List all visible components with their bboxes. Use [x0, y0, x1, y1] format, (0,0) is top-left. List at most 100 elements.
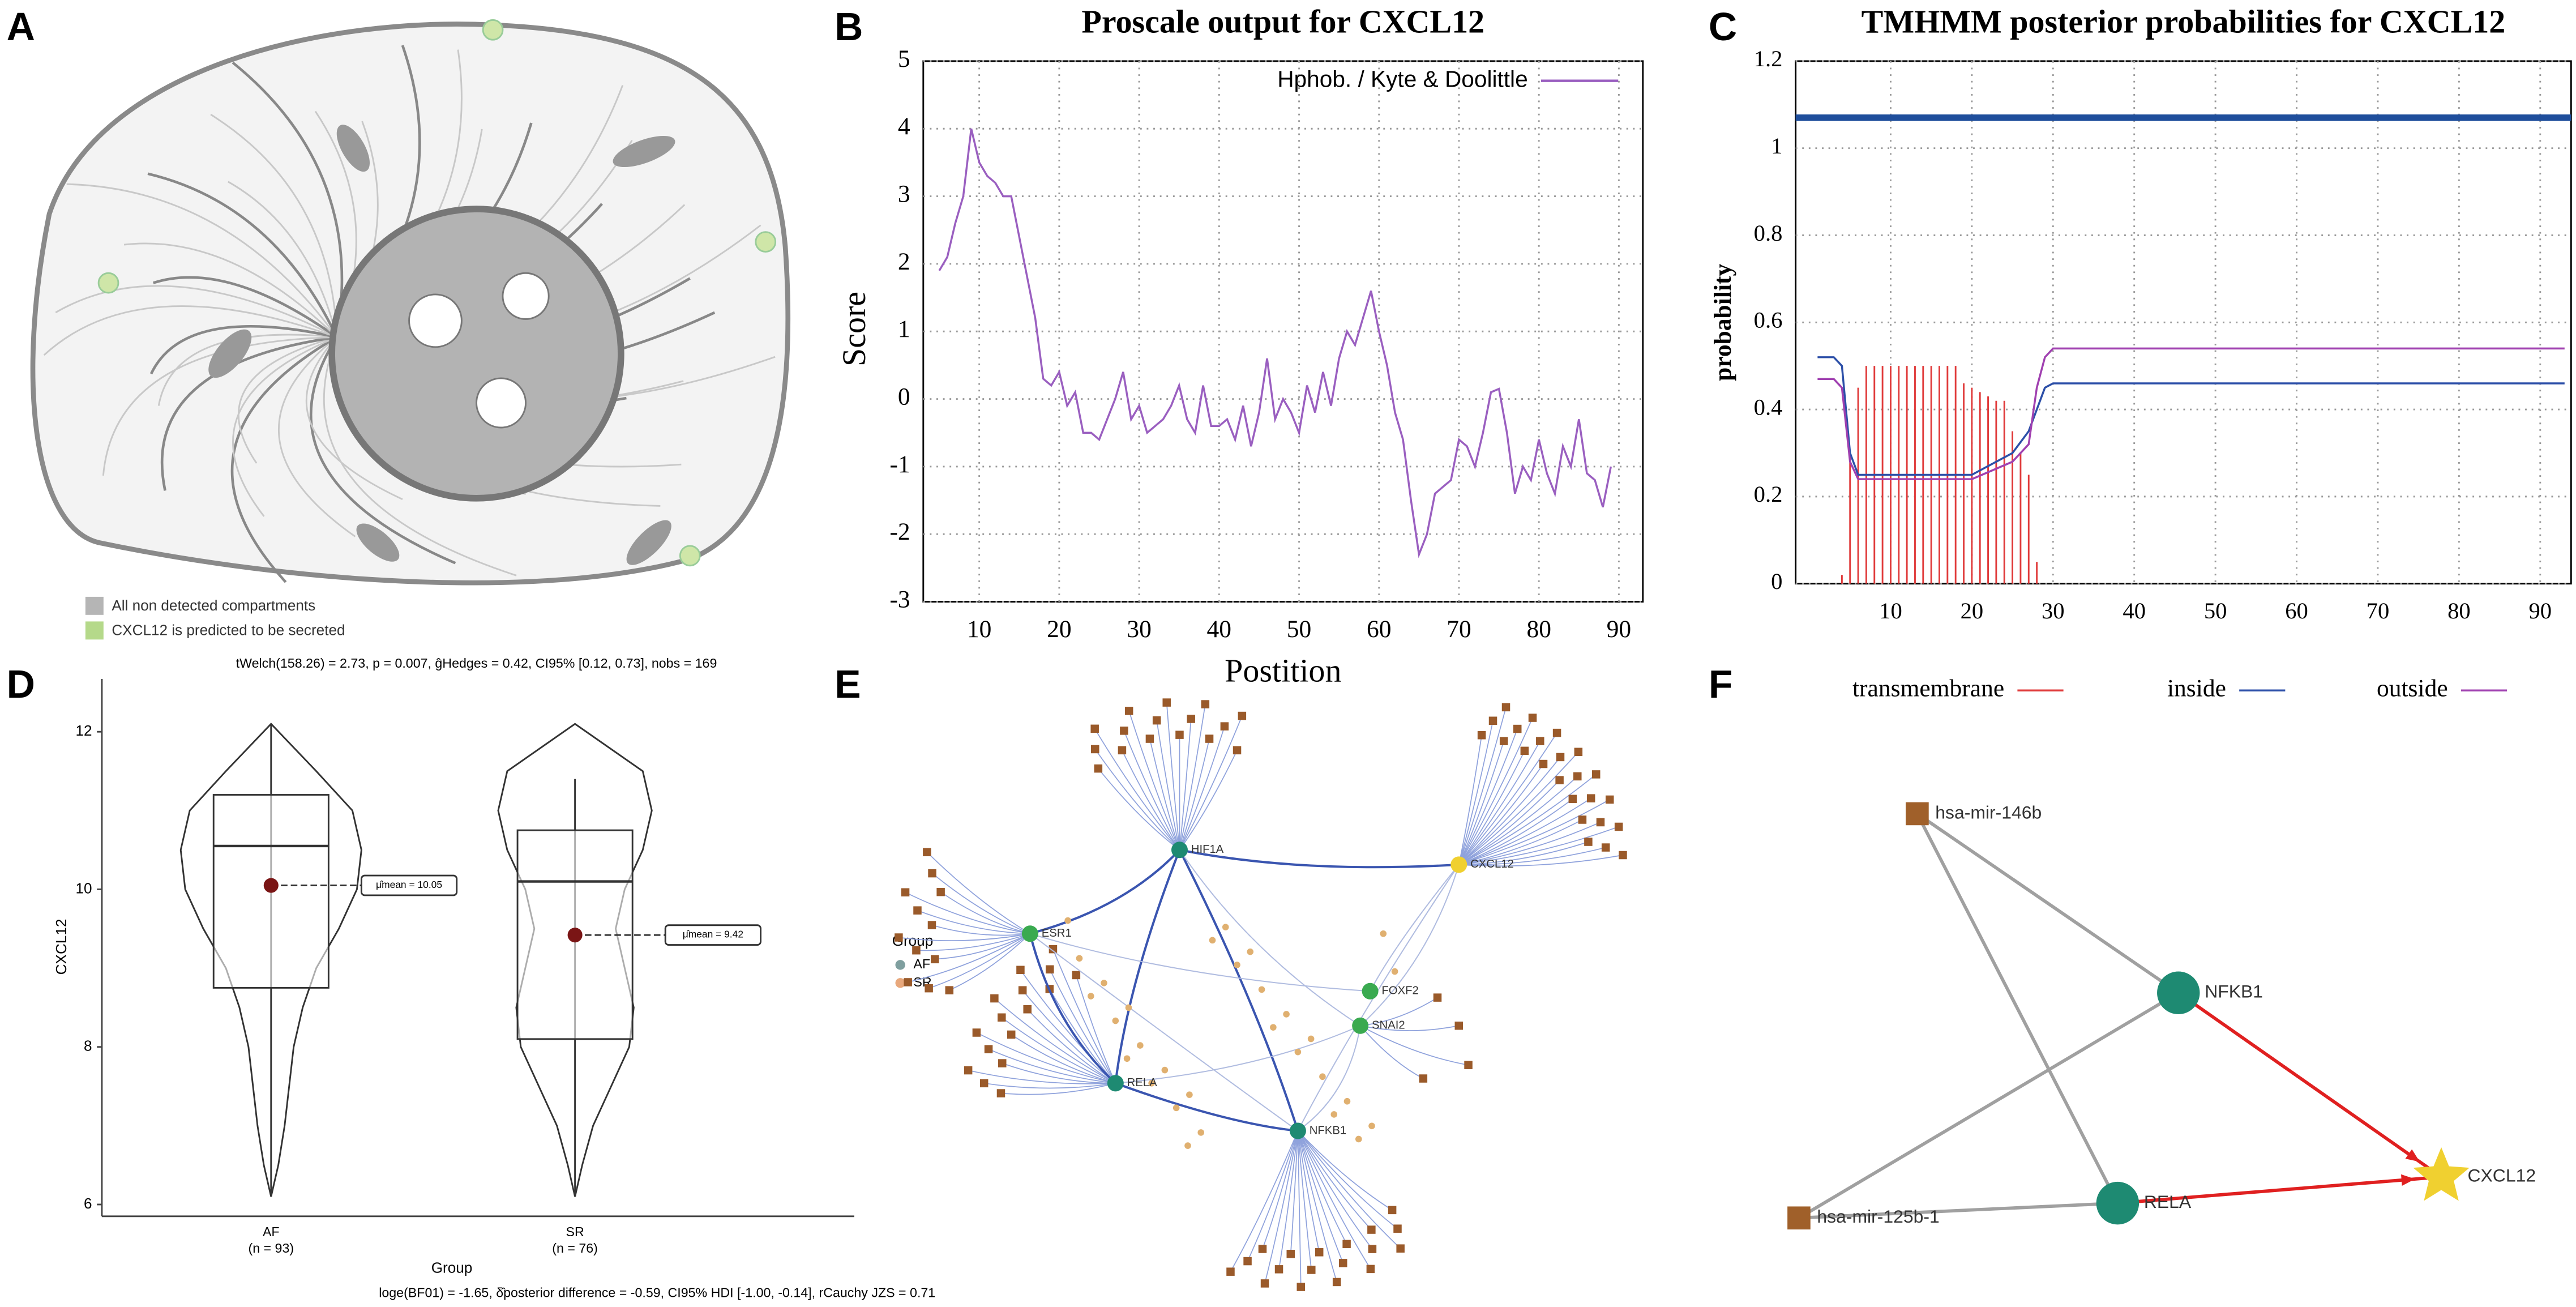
arrow-head — [2400, 1174, 2415, 1186]
edge — [1370, 864, 1460, 992]
leaf-node — [1187, 715, 1195, 723]
edge — [1458, 841, 1589, 865]
mean-point — [263, 878, 279, 893]
x-axis-label: Group — [431, 1259, 473, 1276]
leaf-node — [1205, 734, 1214, 743]
minor-node — [1197, 1129, 1205, 1136]
leaf-node — [972, 1028, 981, 1037]
minor-node — [1234, 962, 1240, 968]
edge — [1114, 849, 1181, 1084]
x-tick-label: 70 — [1447, 616, 1471, 643]
leaf-node — [1339, 1259, 1347, 1267]
arrow-head — [2405, 1149, 2420, 1162]
fibre — [43, 305, 337, 356]
leaf-node — [895, 933, 903, 942]
y-tick-label: -2 — [889, 518, 910, 545]
score-line — [938, 128, 1612, 558]
edge — [928, 933, 1030, 989]
mitochondrion — [356, 523, 400, 562]
mitochondrion — [336, 125, 370, 172]
panel-label: A — [7, 5, 35, 49]
leaf-node — [984, 1045, 993, 1053]
edge — [1149, 738, 1180, 851]
leaf-node — [1499, 737, 1508, 745]
edge — [1458, 797, 1591, 865]
y-tick-label: -3 — [889, 586, 910, 613]
leaf-node — [1124, 707, 1133, 715]
leaf-node — [1258, 1245, 1267, 1253]
y-axis-label: probability — [1709, 263, 1736, 381]
edge — [1458, 741, 1541, 865]
edge — [1022, 990, 1116, 1084]
leaf-node — [1552, 728, 1561, 737]
leaf-node — [996, 1089, 1005, 1097]
leaf-node — [912, 946, 921, 955]
edge — [994, 998, 1116, 1084]
leaf-node — [1091, 745, 1099, 754]
edge — [976, 1032, 1116, 1084]
hub-node — [1450, 856, 1467, 873]
edge — [1297, 1130, 1373, 1250]
edge — [1029, 849, 1180, 935]
edge — [1458, 822, 1601, 865]
edge — [1297, 1130, 1398, 1229]
edge — [1262, 1130, 1299, 1249]
edge — [1915, 813, 2119, 1204]
chart-title: tWelch(158.26) = 2.73, p = 0.007, ĝHedge… — [236, 656, 717, 670]
edge — [1297, 864, 1460, 1131]
minor-node — [1258, 986, 1265, 993]
edge — [1179, 738, 1210, 851]
edge — [1458, 826, 1619, 865]
leaf-node — [1307, 1266, 1316, 1274]
legend-swatch — [895, 960, 905, 970]
leaf-node — [1274, 1265, 1283, 1274]
mitochondrion — [208, 329, 252, 378]
leaf-node — [913, 906, 922, 915]
x-axis-label: Postition — [1225, 652, 1341, 689]
node-label: CXCL12 — [2467, 1165, 2536, 1186]
node-label: NFKB1 — [1310, 1124, 1346, 1137]
edge — [1458, 774, 1597, 865]
edge — [926, 852, 1030, 934]
leaf-node — [901, 888, 910, 896]
panel-label: C — [1709, 5, 1737, 49]
fibre — [228, 181, 338, 338]
hub-node — [1021, 925, 1038, 942]
leaf-node — [1477, 731, 1486, 740]
edge — [1359, 864, 1460, 1026]
edge — [1297, 1130, 1338, 1283]
legend-label: AF — [913, 956, 930, 971]
edge — [1458, 763, 1544, 865]
edge — [1002, 1062, 1116, 1084]
node-label: HIF1A — [1191, 843, 1224, 856]
edge — [1098, 768, 1180, 851]
leaf-node — [1072, 971, 1081, 980]
minor-node — [1173, 1104, 1180, 1112]
x-tick-label: SR — [566, 1224, 584, 1239]
edge — [1179, 704, 1206, 850]
fibre — [232, 61, 344, 338]
leaf-node — [1049, 945, 1058, 954]
leaf-node — [1555, 776, 1564, 784]
edge — [1297, 1130, 1393, 1211]
fibre — [55, 285, 337, 338]
edge — [1115, 1082, 1298, 1132]
leaf-node — [990, 994, 999, 1003]
edge — [1297, 1130, 1371, 1270]
y-tick-label: 0.2 — [1754, 481, 1783, 507]
edge — [1297, 1130, 1312, 1270]
x-tick-label: 80 — [1526, 616, 1551, 643]
edge — [1128, 711, 1180, 851]
node-label: FOXF2 — [1381, 985, 1418, 997]
y-tick-label: 1.2 — [1754, 46, 1783, 71]
violin — [497, 723, 653, 1197]
leaf-node — [1366, 1265, 1375, 1274]
x-tick-label: 50 — [1287, 616, 1312, 643]
leaf-node — [904, 978, 912, 986]
hub-node — [1352, 1017, 1369, 1034]
minor-node — [1380, 930, 1387, 937]
minor-node — [1330, 1111, 1338, 1118]
edge — [1156, 720, 1180, 850]
x-tick-label: 40 — [1207, 616, 1232, 643]
legend-label: Hphob. / Kyte & Doolittle — [1277, 66, 1527, 92]
